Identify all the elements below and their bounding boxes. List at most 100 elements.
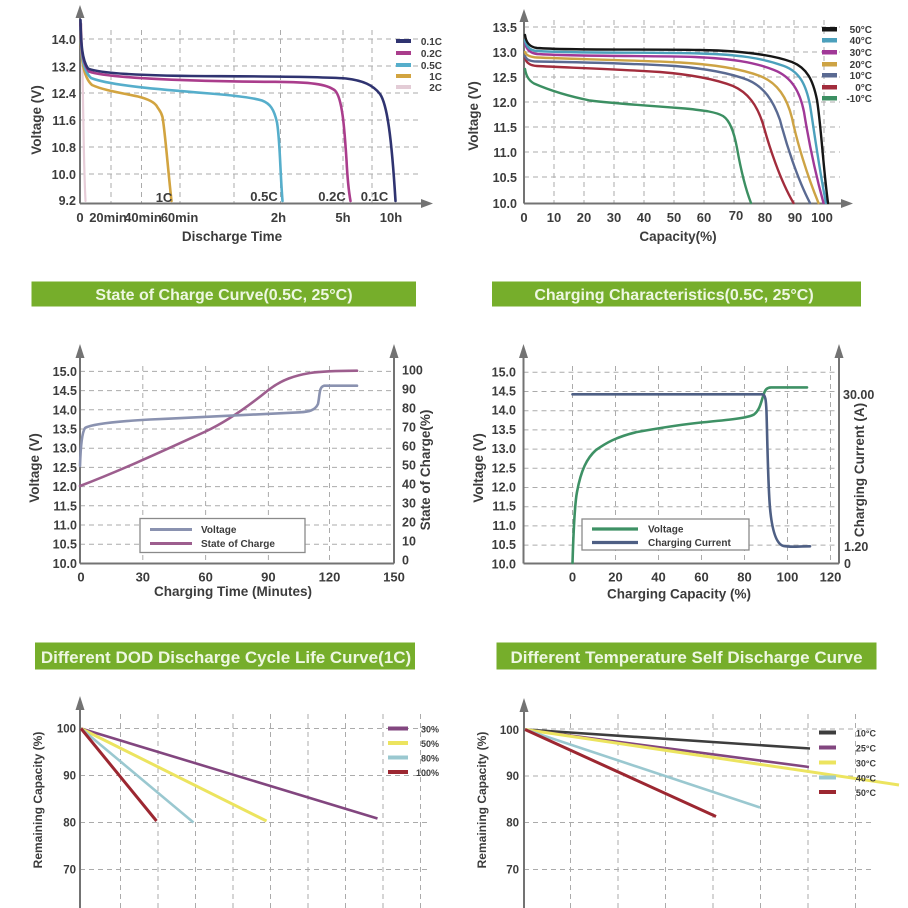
svg-text:1C: 1C [429, 72, 442, 83]
svg-text:80%: 80% [421, 754, 439, 764]
svg-text:20: 20 [577, 210, 591, 225]
svg-text:100: 100 [811, 210, 833, 225]
svg-text:State of Charge(%): State of Charge(%) [418, 410, 433, 531]
svg-text:10.0: 10.0 [493, 197, 517, 211]
svg-text:Charging Current: Charging Current [648, 538, 731, 549]
svg-text:Different Temperature Self Dis: Different Temperature Self Discharge Cur… [510, 648, 862, 667]
svg-text:30: 30 [402, 496, 416, 510]
svg-text:2h: 2h [271, 210, 286, 225]
svg-text:40: 40 [651, 570, 665, 585]
svg-text:12.0: 12.0 [492, 481, 516, 495]
svg-text:13.0: 13.0 [492, 442, 516, 456]
svg-text:11.0: 11.0 [493, 146, 517, 160]
svg-text:12.0: 12.0 [493, 96, 517, 110]
svg-text:40: 40 [402, 478, 416, 492]
svg-text:Charging Time (Minutes): Charging Time (Minutes) [154, 584, 312, 599]
svg-text:30°C: 30°C [850, 48, 872, 59]
svg-text:1.20: 1.20 [844, 540, 868, 554]
svg-text:0: 0 [569, 570, 576, 585]
svg-text:11.5: 11.5 [492, 500, 516, 514]
svg-text:10°C: 10°C [850, 71, 872, 82]
svg-text:13.0: 13.0 [53, 442, 77, 456]
svg-text:Different DOD Discharge Cycle: Different DOD Discharge Cycle Life Curve… [41, 648, 411, 667]
svg-text:70: 70 [402, 421, 416, 435]
svg-text:14.0: 14.0 [53, 403, 77, 417]
svg-text:150: 150 [383, 570, 405, 585]
svg-text:Remaining Capacity (%): Remaining Capacity (%) [31, 732, 45, 869]
svg-text:0.5C: 0.5C [250, 189, 278, 204]
svg-text:0: 0 [520, 210, 527, 225]
svg-text:Voltage (V): Voltage (V) [29, 85, 44, 155]
svg-text:10.8: 10.8 [52, 141, 76, 155]
svg-text:Voltage: Voltage [201, 525, 237, 536]
svg-text:120: 120 [319, 570, 341, 585]
svg-text:40: 40 [637, 210, 651, 225]
svg-text:10.0: 10.0 [492, 557, 516, 571]
svg-text:100: 100 [777, 570, 799, 585]
svg-text:60: 60 [198, 570, 212, 585]
svg-text:15.0: 15.0 [492, 365, 516, 379]
svg-text:90: 90 [402, 383, 416, 397]
svg-text:11.5: 11.5 [53, 499, 77, 513]
svg-text:Voltage: Voltage [648, 525, 684, 536]
svg-text:10.0: 10.0 [52, 168, 76, 182]
svg-text:Voltage (V): Voltage (V) [27, 433, 42, 503]
svg-text:80: 80 [63, 818, 76, 830]
svg-text:30: 30 [607, 210, 621, 225]
svg-text:13.5: 13.5 [53, 423, 77, 437]
svg-text:80: 80 [758, 210, 772, 225]
svg-text:10h: 10h [380, 210, 402, 225]
svg-text:30: 30 [136, 570, 150, 585]
svg-text:0°C: 0°C [855, 83, 872, 94]
svg-text:0: 0 [77, 570, 84, 585]
svg-text:80: 80 [737, 570, 751, 585]
svg-text:Voltage (V): Voltage (V) [466, 81, 481, 151]
svg-text:90: 90 [63, 771, 76, 783]
svg-text:10.5: 10.5 [53, 538, 77, 552]
svg-text:12.5: 12.5 [493, 71, 517, 85]
svg-text:13.0: 13.0 [493, 46, 517, 60]
svg-text:60min: 60min [161, 210, 199, 225]
svg-text:13.5: 13.5 [493, 21, 517, 35]
svg-text:State of Charge: State of Charge [201, 539, 275, 550]
svg-text:Discharge Time: Discharge Time [182, 229, 283, 244]
svg-text:Charging Capacity (%): Charging Capacity (%) [607, 587, 751, 602]
svg-text:12.5: 12.5 [53, 461, 77, 475]
svg-text:12.5: 12.5 [492, 461, 516, 475]
svg-text:80: 80 [506, 818, 519, 830]
svg-text:15.0: 15.0 [53, 365, 77, 379]
svg-text:50: 50 [667, 210, 681, 225]
svg-text:50°C: 50°C [856, 788, 877, 798]
svg-text:14.0: 14.0 [492, 404, 516, 418]
svg-text:11.5: 11.5 [493, 121, 517, 135]
svg-text:10.0: 10.0 [53, 557, 77, 571]
svg-text:90: 90 [506, 771, 519, 783]
svg-text:50: 50 [402, 459, 416, 473]
svg-text:60: 60 [694, 570, 708, 585]
svg-text:70: 70 [63, 865, 76, 877]
svg-text:0.1C: 0.1C [421, 37, 442, 48]
svg-text:Charging Characteristics(0.5C,: Charging Characteristics(0.5C, 25°C) [534, 287, 813, 304]
svg-text:25°C: 25°C [856, 744, 877, 754]
svg-text:100: 100 [402, 364, 423, 378]
svg-text:14.0: 14.0 [52, 33, 76, 47]
svg-text:Voltage (V): Voltage (V) [471, 433, 486, 503]
svg-text:9.2: 9.2 [59, 194, 76, 208]
svg-text:0: 0 [844, 557, 851, 571]
svg-text:Charging Current (A): Charging Current (A) [852, 403, 867, 537]
svg-text:13.2: 13.2 [52, 61, 76, 75]
svg-text:1C: 1C [156, 190, 173, 205]
svg-text:70: 70 [729, 208, 743, 223]
svg-text:2C: 2C [429, 83, 442, 94]
svg-text:0: 0 [76, 210, 83, 225]
svg-text:10: 10 [547, 210, 561, 225]
svg-text:20: 20 [608, 570, 622, 585]
svg-text:10: 10 [402, 534, 416, 548]
svg-text:0.5C: 0.5C [421, 61, 442, 72]
svg-text:30°C: 30°C [856, 759, 877, 769]
svg-text:20min: 20min [89, 210, 127, 225]
svg-text:10°C: 10°C [856, 729, 877, 739]
svg-text:80: 80 [402, 402, 416, 416]
svg-text:40°C: 40°C [856, 774, 877, 784]
svg-text:70: 70 [506, 865, 519, 877]
